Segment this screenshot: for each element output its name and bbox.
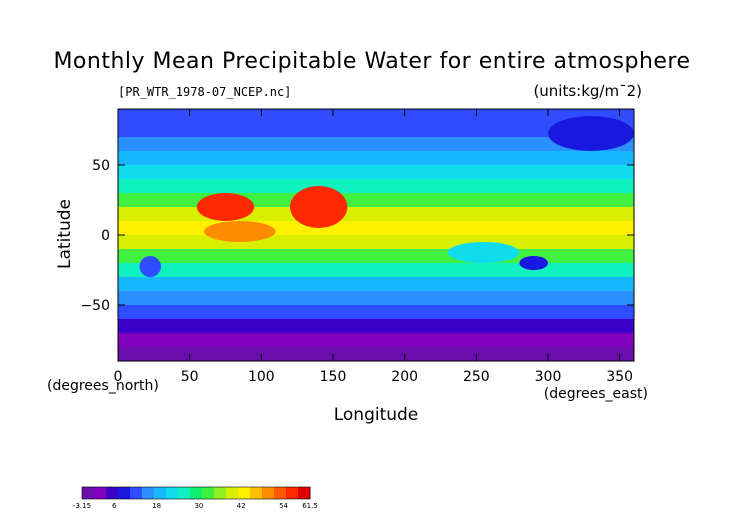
colorbar: -3.15 6 18 30 42 54 61.5 xyxy=(73,486,318,510)
heatmap-band-1 xyxy=(118,333,634,347)
x-ticks: 0 50 100 150 200 250 300 350 xyxy=(114,109,633,385)
heatmap-feature-1 xyxy=(290,186,348,228)
colorbar-swatch-18 xyxy=(298,487,311,499)
colorbar-swatch-12 xyxy=(226,487,239,499)
colorbar-tick-label-0: -3.15 xyxy=(73,502,91,510)
heatmap-band-12 xyxy=(118,179,634,193)
heatmap-band-2 xyxy=(118,319,634,333)
colorbar-swatch-7 xyxy=(166,487,179,499)
heatmap-band-14 xyxy=(118,151,634,165)
heatmap-feature-4 xyxy=(139,256,161,277)
heatmap-band-15 xyxy=(118,137,634,151)
y-tick-label-1: 0 xyxy=(101,228,110,244)
heatmap-feature-3 xyxy=(519,256,549,270)
colorbar-swatch-1 xyxy=(94,487,107,499)
heatmap-band-16 xyxy=(118,123,634,137)
heatmap-feature-0 xyxy=(196,193,255,221)
colorbar-tick-label-1: 6 xyxy=(112,502,117,510)
x-tick-label-5: 250 xyxy=(463,369,490,385)
heatmap-band-10 xyxy=(118,207,634,221)
x-tick-label-0: 0 xyxy=(114,369,123,385)
colorbar-tick-label-6: 61.5 xyxy=(302,502,318,510)
units-label: (units:kg/m¯2) xyxy=(533,82,642,100)
chart-title: Monthly Mean Precipitable Water for enti… xyxy=(53,49,690,74)
x-tick-label-6: 300 xyxy=(535,369,562,385)
x-tick-label-2: 100 xyxy=(248,369,275,385)
colorbar-swatch-5 xyxy=(142,487,155,499)
y-axis-unit: (degrees_north) xyxy=(47,378,159,394)
colorbar-swatch-0 xyxy=(82,487,95,499)
x-tick-label-3: 150 xyxy=(320,369,347,385)
heatmap-band-4 xyxy=(118,291,634,305)
colorbar-swatch-11 xyxy=(214,487,227,499)
colorbar-swatch-16 xyxy=(274,487,287,499)
colorbar-swatch-4 xyxy=(130,487,143,499)
heatmap-band-0 xyxy=(118,347,634,361)
colorbar-swatch-8 xyxy=(178,487,191,499)
colorbar-swatch-9 xyxy=(190,487,203,499)
y-axis-title: Latitude xyxy=(55,199,75,269)
colorbar-tick-label-4: 42 xyxy=(237,502,246,510)
colorbar-swatch-17 xyxy=(286,487,299,499)
x-axis-title: Longitude xyxy=(334,405,419,425)
x-tick-label-4: 200 xyxy=(391,369,418,385)
heatmap-band-9 xyxy=(118,221,634,235)
x-axis-unit: (degrees_east) xyxy=(544,386,648,402)
heatmap-band-3 xyxy=(118,305,634,319)
heatmap-band-6 xyxy=(118,263,634,277)
heatmap-band-13 xyxy=(118,165,634,179)
heatmap-feature-6 xyxy=(548,116,634,151)
x-tick-label-7: 350 xyxy=(606,369,633,385)
heatmap-feature-5 xyxy=(447,242,520,263)
colorbar-swatch-15 xyxy=(262,487,275,499)
y-ticks: −50 0 50 xyxy=(80,158,634,314)
heatmap-feature-2 xyxy=(204,221,276,242)
heatmap-band-8 xyxy=(118,235,634,249)
colorbar-swatch-2 xyxy=(106,487,119,499)
heatmap-band-5 xyxy=(118,277,634,291)
heatmap-band-17 xyxy=(118,109,634,123)
colorbar-tick-label-5: 54 xyxy=(279,502,288,510)
colorbar-tick-label-2: 18 xyxy=(152,502,161,510)
heatmap-cells xyxy=(118,109,634,361)
heatmap-band-7 xyxy=(118,249,634,263)
y-tick-label-2: 50 xyxy=(92,158,110,174)
colorbar-swatch-10 xyxy=(202,487,215,499)
y-tick-label-0: −50 xyxy=(80,298,110,314)
colorbar-swatch-13 xyxy=(238,487,251,499)
colorbar-frame xyxy=(81,486,311,500)
x-tick-label-1: 50 xyxy=(181,369,199,385)
heatmap-plot xyxy=(117,108,635,362)
colorbar-swatch-3 xyxy=(118,487,131,499)
colorbar-swatch-14 xyxy=(250,487,263,499)
heatmap-band-11 xyxy=(118,193,634,207)
chart-subtitle: [PR_WTR_1978-07_NCEP.nc] xyxy=(118,85,291,99)
colorbar-swatch-6 xyxy=(154,487,167,499)
colorbar-tick-label-3: 30 xyxy=(194,502,203,510)
